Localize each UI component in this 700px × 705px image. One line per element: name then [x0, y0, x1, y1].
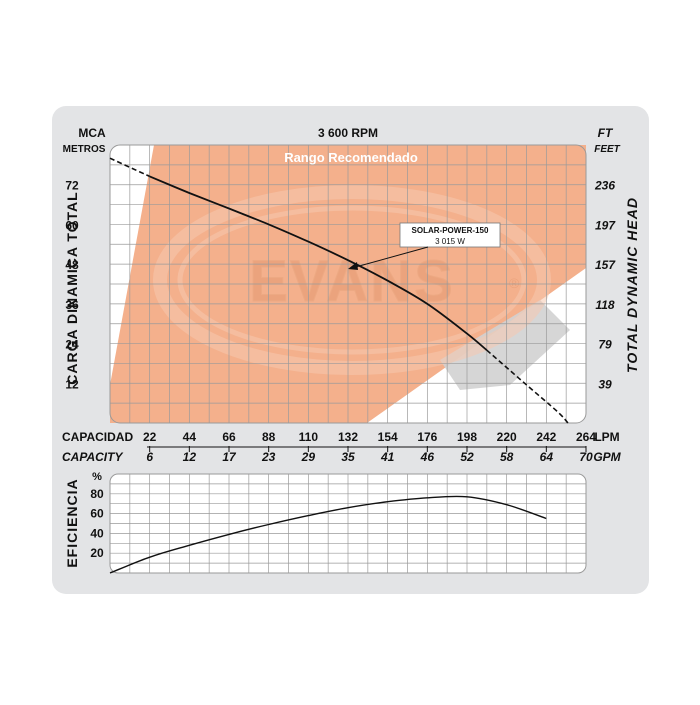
logo-outer-ring — [153, 185, 551, 375]
x-tick-label-gpm: 6 — [146, 450, 153, 464]
x-tick-label-lpm: 198 — [457, 430, 477, 444]
x-tick-label-gpm: 64 — [540, 450, 554, 464]
model-label-arrowhead — [348, 262, 358, 270]
head-y-tick-label-ft: 236 — [594, 179, 615, 193]
logo-inner-ring — [177, 205, 527, 355]
x-tick-label-lpm: 66 — [222, 430, 236, 444]
x-tick-label-gpm: 70 — [579, 450, 593, 464]
model-name: SOLAR-POWER-150 — [412, 226, 489, 235]
head-curve-dashed-start — [109, 157, 151, 178]
efficiency-curve — [109, 495, 547, 574]
head-curve-solid — [149, 175, 488, 351]
left-axis-title: CARGA DINAMICA TOTAL — [64, 191, 80, 384]
efficiency-y-tick-label: 20 — [90, 546, 104, 560]
head-grid — [110, 145, 586, 423]
head-y-tick-label-ft: 39 — [598, 377, 612, 391]
x-tick-label-gpm: 52 — [460, 450, 474, 464]
efficiency-y-ticks: 20 40 60 80 — [90, 487, 104, 560]
model-label-box: SOLAR-POWER-150 3 015 W — [348, 222, 501, 270]
chart-title: 3 600 RPM — [318, 126, 378, 140]
head-y-tick-label-m: 12 — [65, 377, 79, 391]
x-tick-label-gpm: 17 — [222, 450, 237, 464]
efficiency-grid — [110, 474, 586, 573]
x-tick-label-lpm: 264 — [576, 430, 596, 444]
head-y-ticks: 12 39 24 79 36 118 48 157 60 197 72 236 — [65, 179, 616, 392]
right-unit-label: FT — [598, 126, 614, 140]
head-y-tick-label-ft: 157 — [595, 258, 616, 272]
model-label-pointer — [351, 246, 429, 269]
x-tick-label-gpm: 12 — [183, 450, 197, 464]
head-y-tick-label-m: 72 — [65, 179, 79, 193]
left-unit-label: MCA — [78, 126, 106, 140]
x-tick-label-lpm: 110 — [299, 430, 319, 444]
x-tick-label-gpm: 41 — [380, 450, 395, 464]
x-tick-label-gpm: 23 — [261, 450, 276, 464]
x-axis-unit-gpm: GPM — [593, 450, 621, 464]
x-axis-unit-lpm: LPM — [594, 430, 619, 444]
curve-shadow-region — [440, 300, 570, 390]
head-y-tick-label-m: 24 — [65, 338, 79, 352]
efficiency-curve-group — [109, 495, 547, 574]
x-tick-label-lpm: 44 — [183, 430, 197, 444]
right-unit-sublabel: FEET — [594, 144, 620, 155]
evans-watermark: EVANS ® — [153, 185, 551, 375]
head-y-tick-label-m: 48 — [65, 258, 79, 272]
head-y-tick-label-ft: 118 — [595, 298, 614, 312]
efficiency-y-tick-label: 60 — [90, 507, 104, 521]
model-power: 3 015 W — [435, 237, 465, 246]
head-y-tick-label-ft: 197 — [595, 218, 616, 232]
x-tick-label-lpm: 242 — [536, 430, 556, 444]
head-curve-group — [109, 157, 569, 424]
x-tick-label-gpm: 58 — [500, 450, 514, 464]
logo-text: EVANS — [249, 249, 455, 314]
right-axis-title: TOTAL DYNAMIC HEAD — [624, 197, 640, 373]
x-tick-label-lpm: 154 — [378, 430, 398, 444]
x-tick-label-lpm: 88 — [262, 430, 276, 444]
head-y-tick-label-m: 36 — [65, 298, 79, 312]
x-tick-label-gpm: 29 — [301, 450, 316, 464]
model-label-background — [399, 222, 501, 248]
efficiency-y-tick-label: 80 — [90, 487, 104, 501]
region-label: Rango Recomendado — [284, 150, 418, 165]
efficiency-axis-title: EFICIENCIA — [64, 478, 80, 567]
x-tick-label-gpm: 35 — [341, 450, 355, 464]
head-curve-dashed-end — [486, 349, 569, 424]
x-axis-title-gpm: CAPACITY — [62, 450, 123, 464]
x-ticks: 22 6 44 12 66 17 88 23 110 29 132 35 154 41 176 46 198 52… — [143, 430, 596, 464]
x-tick-label-lpm: 132 — [338, 430, 358, 444]
head-plot-border — [109, 144, 587, 424]
left-unit-sublabel: METROS — [63, 144, 106, 155]
x-tick-label-lpm: 176 — [417, 430, 437, 444]
x-tick-label-gpm: 46 — [420, 450, 435, 464]
efficiency-plot-border — [109, 473, 587, 574]
head-y-tick-label-m: 60 — [65, 218, 79, 232]
x-tick-label-lpm: 22 — [143, 430, 157, 444]
head-y-tick-label-ft: 79 — [598, 338, 612, 352]
x-tick-label-lpm: 220 — [497, 430, 517, 444]
efficiency-unit: % — [92, 471, 102, 483]
efficiency-y-tick-label: 40 — [90, 526, 104, 540]
logo-registered-mark: ® — [509, 275, 520, 291]
x-axis-title-lpm: CAPACIDAD — [62, 430, 133, 444]
